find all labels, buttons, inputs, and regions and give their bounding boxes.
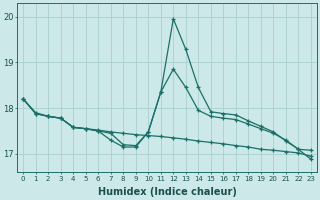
X-axis label: Humidex (Indice chaleur): Humidex (Indice chaleur) [98,187,236,197]
